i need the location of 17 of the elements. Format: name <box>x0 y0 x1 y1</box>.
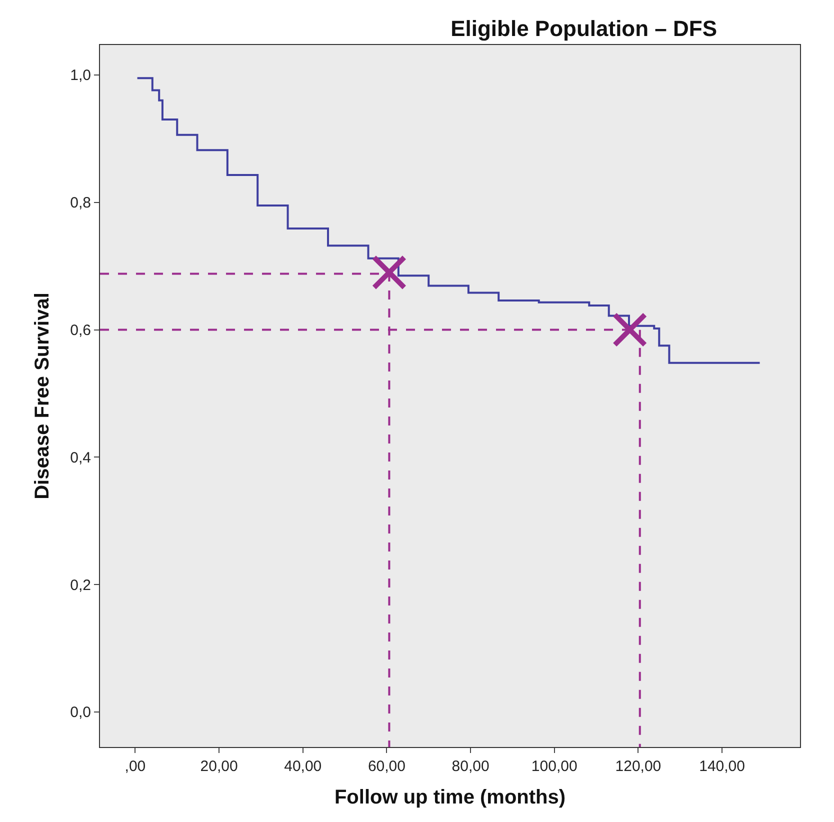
x-tick-label: 140,00 <box>699 758 745 775</box>
y-axis-title: Disease Free Survival <box>32 292 54 500</box>
x-tick-label: 100,00 <box>531 758 578 775</box>
y-tick-label: 0,0 <box>70 704 91 722</box>
x-tick-label: 20,00 <box>200 758 238 775</box>
x-tick-label: 40,00 <box>284 758 322 775</box>
y-tick-label: 0,8 <box>70 194 91 212</box>
y-tick-label: 1,0 <box>70 67 91 84</box>
x-tick-label: ,00 <box>124 758 146 775</box>
y-tick-label: 0,2 <box>70 576 91 594</box>
y-tick-label: 0,6 <box>70 322 91 339</box>
y-tick-label: 0,4 <box>70 449 91 466</box>
x-tick-label: 80,00 <box>452 758 490 775</box>
x-tick-label: 120,00 <box>615 758 662 775</box>
x-axis-title: Follow up time (months) <box>334 786 566 808</box>
chart-title: Eligible Population – DFS <box>450 16 718 41</box>
x-tick-label: 60,00 <box>368 758 406 775</box>
